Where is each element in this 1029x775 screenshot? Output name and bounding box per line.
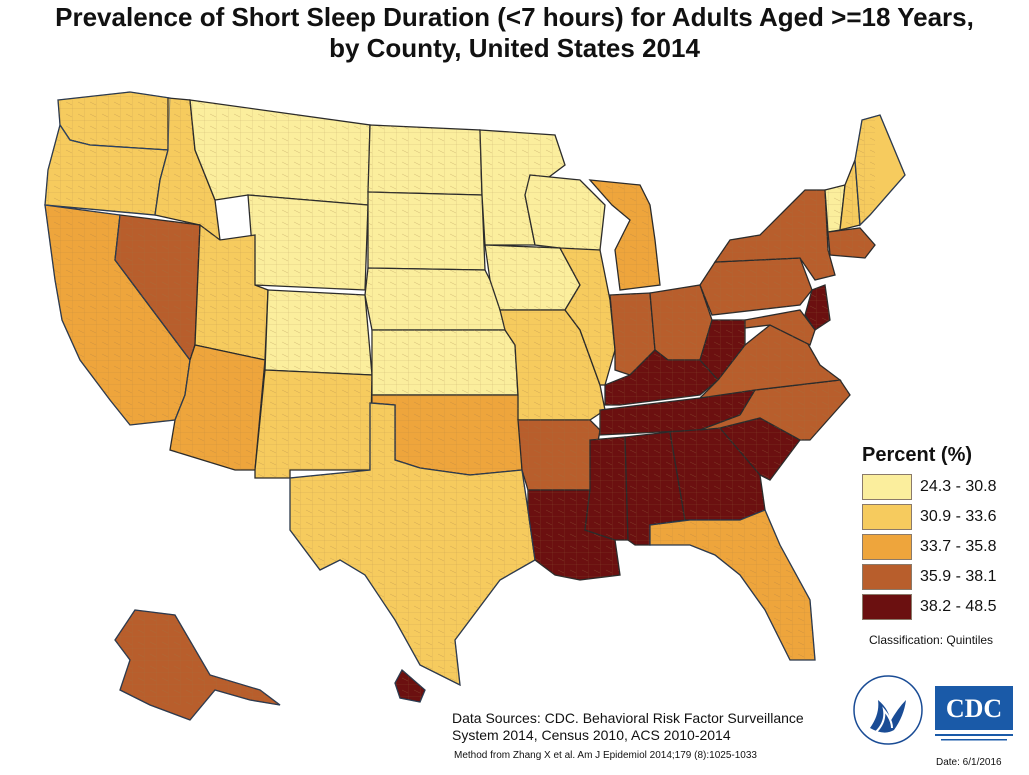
coastline-hi xyxy=(394,669,426,703)
legend-item: 33.7 - 35.8 xyxy=(862,533,1022,560)
legend-label: 24.3 - 30.8 xyxy=(920,477,997,495)
title-line-2: by County, United States 2014 xyxy=(329,33,700,63)
legend-item: 38.2 - 48.5 xyxy=(862,593,1022,620)
legend-label: 33.7 - 35.8 xyxy=(920,537,997,555)
coastline-ak xyxy=(114,609,281,721)
method-citation: Method from Zhang X et al. Am J Epidemio… xyxy=(454,750,757,761)
title-line-1: Prevalence of Short Sleep Duration (<7 h… xyxy=(55,2,974,32)
hhs-eagle-logo xyxy=(853,675,923,745)
coastline-or xyxy=(44,124,169,216)
legend-rows: 24.3 - 30.8 30.9 - 33.6 33.7 - 35.8 35.9 - … xyxy=(862,473,1022,620)
cdc-logo: CDC xyxy=(935,686,1013,741)
cdc-logo-text: CDC xyxy=(946,694,1002,723)
legend-swatch xyxy=(862,593,912,620)
county-grid-overlay xyxy=(45,92,875,705)
legend-label: 38.2 - 48.5 xyxy=(920,597,997,615)
legend-item: 30.9 - 33.6 xyxy=(862,503,1022,530)
coastline-outline xyxy=(44,91,906,721)
coastline-me xyxy=(854,114,906,226)
legend-label: 30.9 - 33.6 xyxy=(920,507,997,525)
map-title: Prevalence of Short Sleep Duration (<7 h… xyxy=(0,2,1029,64)
data-sources-line-2: System 2014, Census 2010, ACS 2010-2014 xyxy=(452,727,731,743)
data-sources-line-1: Data Sources: CDC. Behavioral Risk Facto… xyxy=(452,710,804,726)
legend-swatch xyxy=(862,473,912,500)
date-stamp: Date: 6/1/2016 xyxy=(936,757,1002,768)
legend: Percent (%) 24.3 - 30.8 30.9 - 33.6 33.7 -… xyxy=(862,444,1022,623)
legend-item: 24.3 - 30.8 xyxy=(862,473,1022,500)
classification-note: Classification: Quintiles xyxy=(869,633,994,647)
legend-swatch xyxy=(862,563,912,590)
coastline-tx xyxy=(289,402,536,686)
legend-item: 35.9 - 38.1 xyxy=(862,563,1022,590)
data-sources: Data Sources: CDC. Behavioral Risk Facto… xyxy=(452,710,812,744)
legend-swatch xyxy=(862,533,912,560)
legend-label: 35.9 - 38.1 xyxy=(920,567,997,585)
coastline-ca xyxy=(44,204,191,426)
legend-swatch xyxy=(862,503,912,530)
legend-title: Percent (%) xyxy=(862,444,973,466)
coastline-fl xyxy=(649,509,816,661)
